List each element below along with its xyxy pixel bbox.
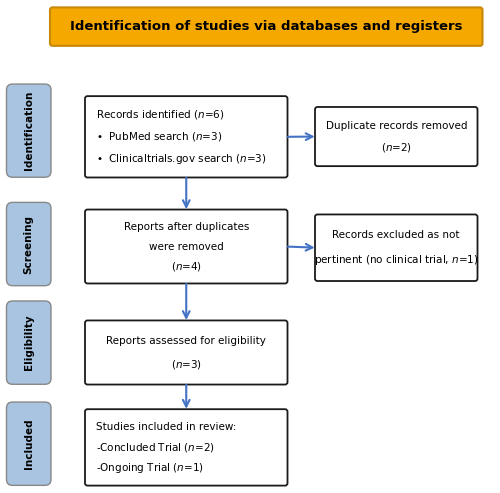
Text: were removed: were removed bbox=[149, 242, 224, 251]
FancyBboxPatch shape bbox=[85, 96, 288, 177]
Text: Records identified ($\it{n}$=6): Records identified ($\it{n}$=6) bbox=[96, 108, 225, 121]
Text: Screening: Screening bbox=[24, 214, 34, 274]
FancyBboxPatch shape bbox=[6, 203, 51, 286]
Text: ($\it{n}$=2): ($\it{n}$=2) bbox=[380, 141, 412, 154]
Text: Included: Included bbox=[24, 419, 34, 469]
FancyBboxPatch shape bbox=[315, 107, 478, 166]
Text: Eligibility: Eligibility bbox=[24, 315, 34, 370]
Text: Records excluded as not: Records excluded as not bbox=[332, 230, 460, 241]
Text: Duplicate records removed: Duplicate records removed bbox=[326, 121, 467, 131]
FancyBboxPatch shape bbox=[50, 7, 482, 46]
FancyBboxPatch shape bbox=[6, 301, 51, 385]
FancyBboxPatch shape bbox=[85, 320, 288, 385]
Text: ($\it{n}$=4): ($\it{n}$=4) bbox=[170, 260, 202, 273]
Text: -Ongoing Trial ($\it{n}$=1): -Ongoing Trial ($\it{n}$=1) bbox=[96, 461, 204, 475]
FancyBboxPatch shape bbox=[6, 84, 51, 177]
Text: Identification of studies via databases and registers: Identification of studies via databases … bbox=[70, 20, 462, 33]
FancyBboxPatch shape bbox=[85, 409, 288, 486]
Text: •  PubMed search ($\it{n}$=3): • PubMed search ($\it{n}$=3) bbox=[96, 130, 223, 143]
Text: ($\it{n}$=3): ($\it{n}$=3) bbox=[170, 358, 202, 371]
Text: pertinent (no clinical trial, $\it{n}$=1): pertinent (no clinical trial, $\it{n}$=1… bbox=[314, 253, 478, 267]
Text: •  Clinicaltrials.gov search ($\it{n}$=3): • Clinicaltrials.gov search ($\it{n}$=3) bbox=[96, 152, 267, 166]
Text: Reports assessed for eligibility: Reports assessed for eligibility bbox=[106, 336, 266, 346]
FancyBboxPatch shape bbox=[6, 402, 51, 485]
Text: Reports after duplicates: Reports after duplicates bbox=[124, 222, 249, 232]
Text: -Concluded Trial ($\it{n}$=2): -Concluded Trial ($\it{n}$=2) bbox=[96, 441, 216, 454]
FancyBboxPatch shape bbox=[85, 210, 288, 283]
Text: Identification: Identification bbox=[24, 91, 34, 171]
FancyBboxPatch shape bbox=[315, 214, 478, 281]
Text: Studies included in review:: Studies included in review: bbox=[96, 422, 237, 432]
